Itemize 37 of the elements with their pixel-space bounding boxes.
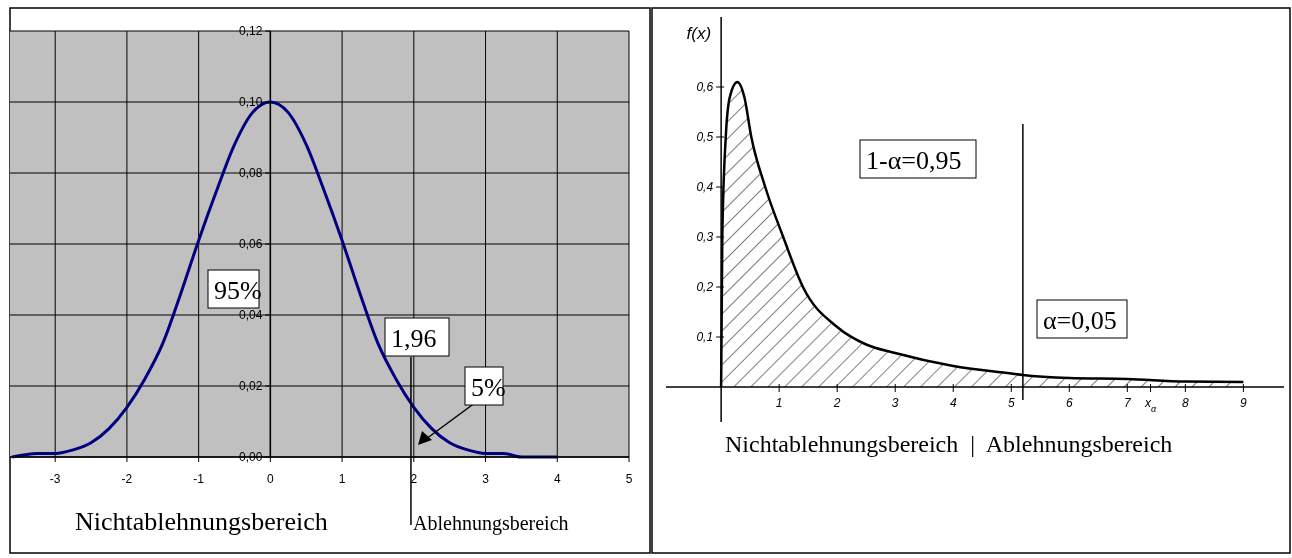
x-tick-label: 5 (1007, 396, 1015, 410)
y-tick-label: 0,4 (696, 180, 714, 194)
x-tick-label: 5 (625, 472, 633, 486)
y-tick-label: 0,2 (696, 280, 714, 294)
x-tick-label: 2 (832, 396, 841, 410)
y-tick-label: 0,10 (239, 95, 263, 109)
x-tick-label: 8 (1182, 396, 1190, 410)
y-tick-label: 0,5 (696, 130, 714, 144)
ref-line-label: 1,96 (391, 324, 437, 353)
annotation: 1-α=0,95 (866, 146, 962, 175)
x-tick-label: -1 (193, 472, 205, 486)
y-tick-label: 0,04 (239, 308, 263, 322)
x-tick-label: -3 (49, 472, 61, 486)
x-tick-label: 7 (1123, 396, 1132, 410)
x-tick-label: 1 (338, 472, 346, 486)
x-tick-label: 9 (1240, 396, 1248, 410)
y-tick-label: 0,08 (239, 166, 263, 180)
x-tick-label: 3 (482, 472, 490, 486)
x-tick-label: x$_{α}$ (1143, 396, 1157, 414)
x-tick-label: 1 (775, 396, 783, 410)
text: Nichtablehnungsbereich | Ablehnungsbereich (725, 431, 1173, 457)
x-tick-label: 0 (267, 472, 275, 486)
x-tick-label: 6 (1065, 396, 1073, 410)
text: Nichtablehnungsbereich (75, 507, 328, 536)
annotation: α=0,05 (1043, 306, 1117, 335)
x-tick-label: 4 (949, 396, 957, 410)
x-tick-label: 3 (891, 396, 899, 410)
x-tick-label: 4 (553, 472, 561, 486)
y-tick-label: 0,02 (239, 379, 263, 393)
x-tick-label: -2 (121, 472, 133, 486)
y-tick-label: 0,06 (239, 237, 263, 251)
y-tick-label: 0,6 (696, 80, 714, 94)
y-tick-label: 0,3 (696, 230, 714, 244)
text: Ablehnungsbereich (413, 512, 569, 535)
y-tick-label: 0,1 (696, 330, 714, 344)
y-tick-label: 0,12 (239, 24, 263, 38)
y-axis-title: f(x) (686, 24, 712, 43)
